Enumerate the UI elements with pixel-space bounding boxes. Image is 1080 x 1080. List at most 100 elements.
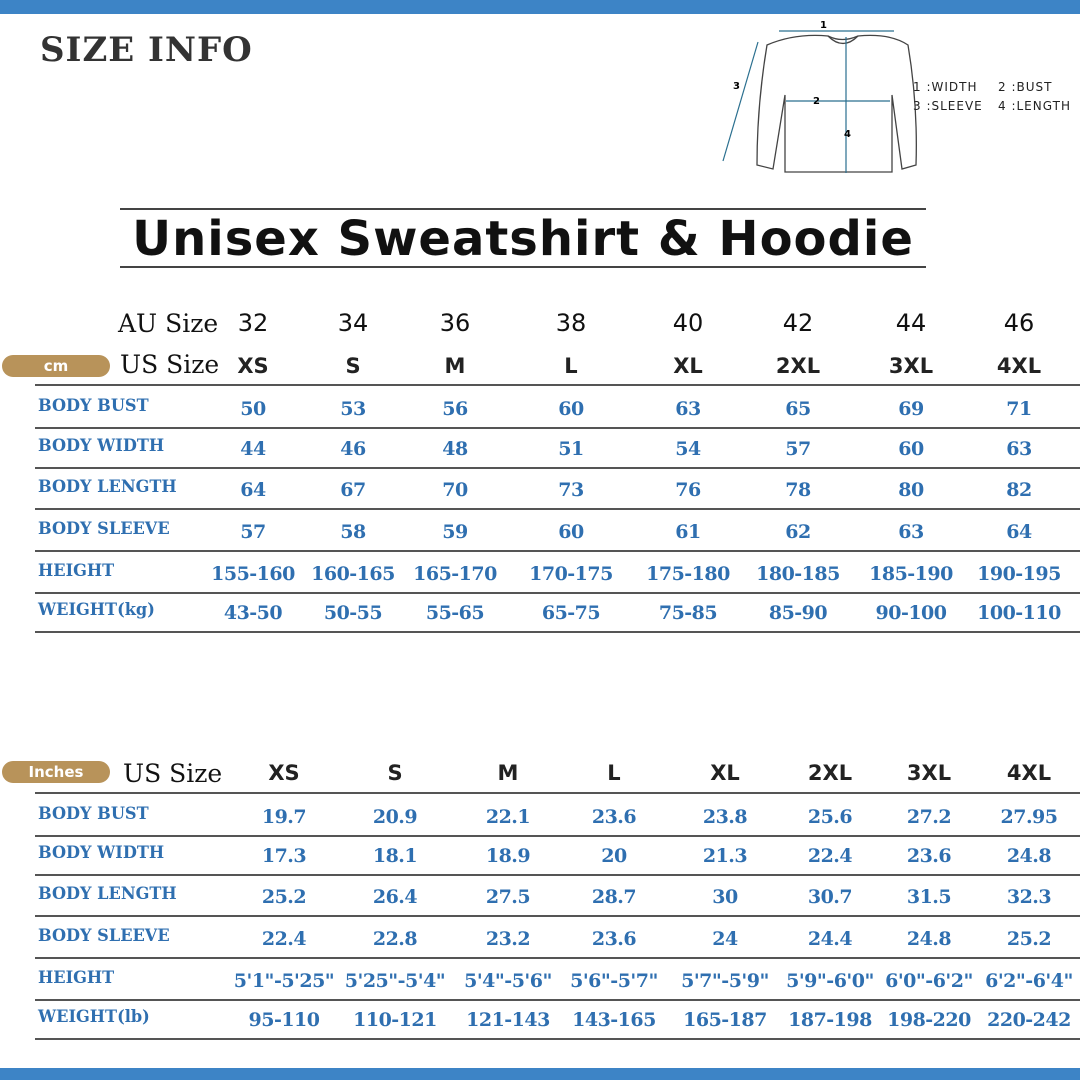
inches-cell: 31.5 — [906, 886, 952, 908]
inches-cell: 26.4 — [372, 886, 418, 908]
us-size: 3XL — [906, 761, 952, 785]
legend-width: 1 :WIDTH — [913, 80, 978, 94]
cm-cell: 55-65 — [425, 602, 485, 624]
us-size: L — [607, 761, 621, 785]
inches-cell: 220-242 — [987, 1009, 1071, 1031]
au-size-label: AU Size — [118, 309, 219, 338]
cm-cell: 50-55 — [323, 602, 383, 624]
cm-cell: 67 — [340, 479, 366, 501]
us-size: XS — [268, 761, 300, 785]
cm-cell: 60 — [558, 521, 584, 543]
us-size: S — [387, 761, 403, 785]
inches-cell: 28.7 — [591, 886, 637, 908]
inches-cell: 32.3 — [1006, 886, 1052, 908]
inches-row-label: HEIGHT — [38, 968, 115, 988]
cm-cell: 78 — [785, 479, 811, 501]
cm-cell: 180-185 — [756, 563, 840, 585]
cm-cell: 160-165 — [311, 563, 395, 585]
cm-cell: 85-90 — [768, 602, 828, 624]
cm-cell: 59 — [442, 521, 468, 543]
au-size: 44 — [895, 309, 927, 337]
cm-row-divider — [35, 631, 1080, 633]
cm-cell: 51 — [558, 438, 584, 460]
cm-cell: 165-170 — [413, 563, 497, 585]
cm-row-label: BODY WIDTH — [38, 436, 165, 456]
inches-cell: 20.9 — [372, 806, 418, 828]
cm-cell: 50 — [240, 398, 266, 420]
cm-cell: 64 — [1006, 521, 1032, 543]
cm-cell: 58 — [340, 521, 366, 543]
cm-cell: 57 — [785, 438, 811, 460]
cm-row-divider — [35, 550, 1080, 552]
cm-cell: 75-85 — [658, 602, 718, 624]
inches-row-label: BODY WIDTH — [38, 843, 165, 863]
inches-cell: 17.3 — [261, 845, 307, 867]
svg-text:1: 1 — [820, 20, 827, 31]
cm-cell: 155-160 — [211, 563, 295, 585]
cm-cell: 90-100 — [875, 602, 948, 624]
us-size: M — [497, 761, 519, 785]
cm-cell: 54 — [675, 438, 701, 460]
us-size: 2XL — [807, 761, 853, 785]
inches-row-label: WEIGHT(lb) — [38, 1007, 150, 1027]
cm-cell: 43-50 — [223, 602, 283, 624]
inches-cell: 6'0"-6'2" — [885, 970, 973, 992]
inches-cell: 143-165 — [572, 1009, 656, 1031]
inches-cell: 23.6 — [591, 928, 637, 950]
cm-row-label: HEIGHT — [38, 561, 115, 581]
cm-cell: 65 — [785, 398, 811, 420]
inches-row-divider — [35, 957, 1080, 959]
inches-cell: 5'7"-5'9" — [681, 970, 769, 992]
inches-cell: 110-121 — [353, 1009, 437, 1031]
svg-text:3: 3 — [733, 81, 740, 92]
cm-cell: 76 — [675, 479, 701, 501]
cm-row-divider — [35, 427, 1080, 429]
cm-header-divider — [35, 384, 1080, 386]
inches-cell: 121-143 — [466, 1009, 550, 1031]
cm-row-divider — [35, 592, 1080, 594]
au-size: 46 — [1003, 309, 1035, 337]
cm-cell: 82 — [1006, 479, 1032, 501]
legend-sleeve: 3 :SLEEVE — [913, 99, 983, 113]
cm-cell: 185-190 — [869, 563, 953, 585]
inches-row-label: BODY BUST — [38, 804, 149, 824]
au-size: 34 — [337, 309, 369, 337]
us-size: S — [345, 354, 361, 378]
inches-cell: 22.4 — [261, 928, 307, 950]
cm-cell: 63 — [898, 521, 924, 543]
inches-cell: 5'25"-5'4" — [344, 970, 446, 992]
us-size: 4XL — [1006, 761, 1052, 785]
page-title: SIZE INFO — [40, 30, 253, 70]
cm-cell: 61 — [675, 521, 701, 543]
cm-cell: 69 — [898, 398, 924, 420]
cm-cell: 63 — [1006, 438, 1032, 460]
cm-cell: 62 — [785, 521, 811, 543]
inches-cell: 18.9 — [485, 845, 531, 867]
inches-row-label: BODY LENGTH — [38, 884, 177, 904]
legend-bust: 2 :BUST — [998, 80, 1053, 94]
au-size: 38 — [555, 309, 587, 337]
inches-cell: 30 — [712, 886, 738, 908]
cm-row-divider — [35, 508, 1080, 510]
us-size: 4XL — [996, 354, 1042, 378]
inches-cell: 27.95 — [1000, 806, 1059, 828]
chart-title: Unisex Sweatshirt & Hoodie — [120, 208, 926, 268]
inches-cell: 24.4 — [807, 928, 853, 950]
inches-row-divider — [35, 999, 1080, 1001]
svg-text:4: 4 — [844, 129, 851, 140]
cm-row-label: BODY LENGTH — [38, 477, 177, 497]
cm-cell: 170-175 — [529, 563, 613, 585]
inches-cell: 27.2 — [906, 806, 952, 828]
inches-cell: 27.5 — [485, 886, 531, 908]
inches-cell: 23.6 — [591, 806, 637, 828]
cm-cell: 48 — [442, 438, 468, 460]
inches-cell: 25.2 — [261, 886, 307, 908]
us-size: XL — [673, 354, 703, 378]
cm-row-label: BODY SLEEVE — [38, 519, 170, 539]
cm-cell: 175-180 — [646, 563, 730, 585]
inches-cell: 165-187 — [683, 1009, 767, 1031]
cm-row-label: WEIGHT(kg) — [38, 600, 155, 620]
inches-cell: 30.7 — [807, 886, 853, 908]
cm-cell: 190-195 — [977, 563, 1061, 585]
inches-cell: 24.8 — [906, 928, 952, 950]
